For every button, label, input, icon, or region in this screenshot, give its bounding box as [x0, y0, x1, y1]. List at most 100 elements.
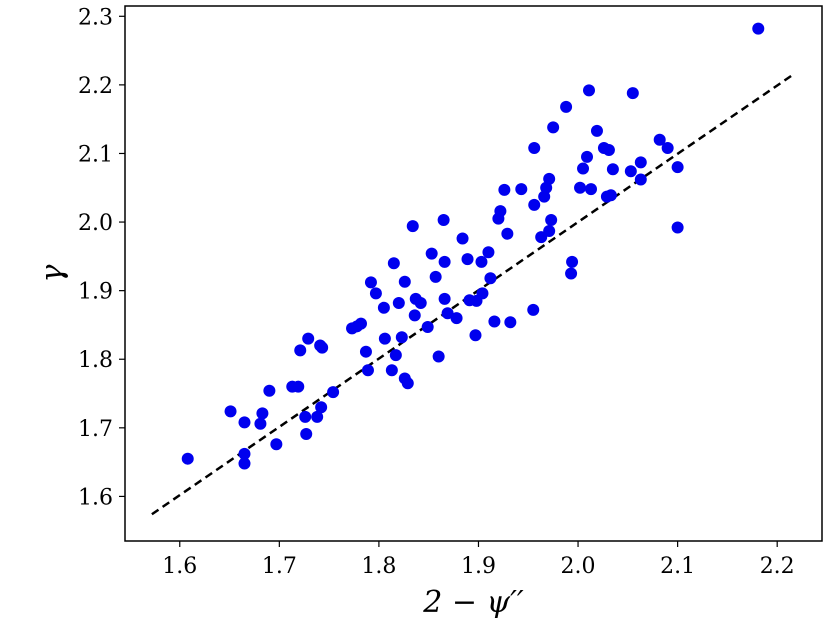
data-point: [653, 133, 666, 146]
data-point: [469, 329, 482, 342]
data-point: [438, 255, 451, 268]
data-point: [432, 350, 445, 363]
data-point: [421, 321, 434, 333]
data-point: [302, 332, 315, 345]
data-point: [528, 141, 541, 154]
data-point: [425, 247, 438, 260]
x-axis-ticks: 1.6 1.7 1.8 1.9 2.0 2.1 2.2: [162, 541, 795, 579]
data-point: [671, 221, 684, 234]
data-point: [488, 315, 501, 328]
x-axis-label: 2 − ψ′′: [422, 585, 524, 620]
data-point: [538, 190, 551, 203]
data-point: [327, 386, 340, 399]
x-tick-label: 2.0: [561, 554, 596, 579]
data-point: [392, 296, 405, 309]
data-point: [406, 220, 419, 233]
data-point: [661, 141, 674, 154]
data-point: [545, 214, 558, 226]
data-point: [498, 183, 511, 196]
plot-frame: [124, 5, 823, 542]
data-point: [315, 401, 328, 414]
data-point: [292, 380, 305, 393]
data-point: [377, 301, 390, 314]
data-point: [238, 447, 251, 460]
data-point: [398, 275, 411, 288]
points-layer: [181, 22, 765, 470]
data-point: [515, 183, 528, 196]
y-tick-label: 2.2: [78, 74, 113, 99]
data-point: [494, 205, 507, 218]
data-point: [254, 417, 267, 430]
data-point: [387, 257, 400, 270]
data-point: [378, 332, 391, 345]
data-point: [438, 292, 451, 305]
y-tick-label: 1.9: [78, 280, 113, 305]
data-point: [461, 253, 474, 266]
fit-line-layer: [151, 72, 795, 516]
data-point: [385, 364, 398, 377]
data-point: [294, 344, 307, 357]
data-point: [583, 84, 596, 97]
data-point: [408, 309, 421, 322]
data-point: [527, 303, 540, 316]
data-point: [566, 255, 579, 268]
data-point: [414, 296, 427, 309]
data-point: [441, 307, 454, 320]
x-tick-label: 1.8: [361, 554, 396, 579]
data-point: [606, 163, 619, 176]
data-point: [504, 316, 517, 329]
data-point: [624, 165, 637, 178]
data-point: [752, 22, 765, 35]
data-point: [364, 276, 377, 289]
data-point: [437, 214, 450, 226]
data-point: [224, 405, 237, 418]
data-point: [476, 287, 489, 300]
data-point: [300, 428, 313, 440]
data-point: [401, 377, 414, 390]
data-point: [501, 227, 514, 240]
data-point: [577, 162, 590, 175]
data-point: [475, 255, 488, 268]
data-point: [634, 156, 647, 169]
y-tick-label: 2.3: [78, 5, 113, 30]
y-tick-label: 1.8: [78, 348, 113, 373]
data-point: [671, 161, 684, 174]
data-point: [560, 100, 573, 113]
data-point: [238, 457, 251, 470]
y-axis-ticks: 1.6 1.7 1.8 1.9 2.0 2.1 2.2 2.3: [78, 5, 125, 510]
data-point: [263, 384, 276, 397]
data-point: [311, 410, 324, 423]
data-point: [429, 270, 442, 283]
data-point: [369, 287, 382, 300]
data-point: [543, 172, 556, 185]
data-point: [299, 410, 312, 423]
data-point: [634, 173, 647, 186]
data-point: [389, 349, 402, 362]
data-point: [238, 416, 251, 429]
data-point: [604, 189, 617, 202]
y-tick-label: 2.0: [78, 211, 113, 236]
x-tick-label: 1.9: [461, 554, 496, 579]
data-point: [316, 341, 329, 354]
fit-line: [151, 72, 795, 516]
y-tick-label: 1.7: [78, 417, 113, 442]
data-point: [354, 317, 367, 330]
data-point: [574, 181, 587, 194]
y-axis-label: γ: [35, 264, 70, 282]
data-point: [482, 246, 495, 259]
data-point: [456, 232, 469, 245]
data-point: [581, 150, 594, 163]
data-point: [181, 452, 194, 465]
data-point: [484, 272, 497, 285]
data-point: [590, 124, 603, 137]
x-tick-label: 1.6: [162, 554, 197, 579]
y-tick-label: 1.6: [78, 485, 113, 510]
data-point: [565, 267, 578, 280]
data-point: [270, 438, 283, 451]
data-point: [359, 345, 372, 358]
data-point: [450, 312, 463, 325]
x-tick-label: 2.2: [760, 554, 795, 579]
data-point: [395, 331, 408, 344]
data-point: [602, 144, 615, 157]
